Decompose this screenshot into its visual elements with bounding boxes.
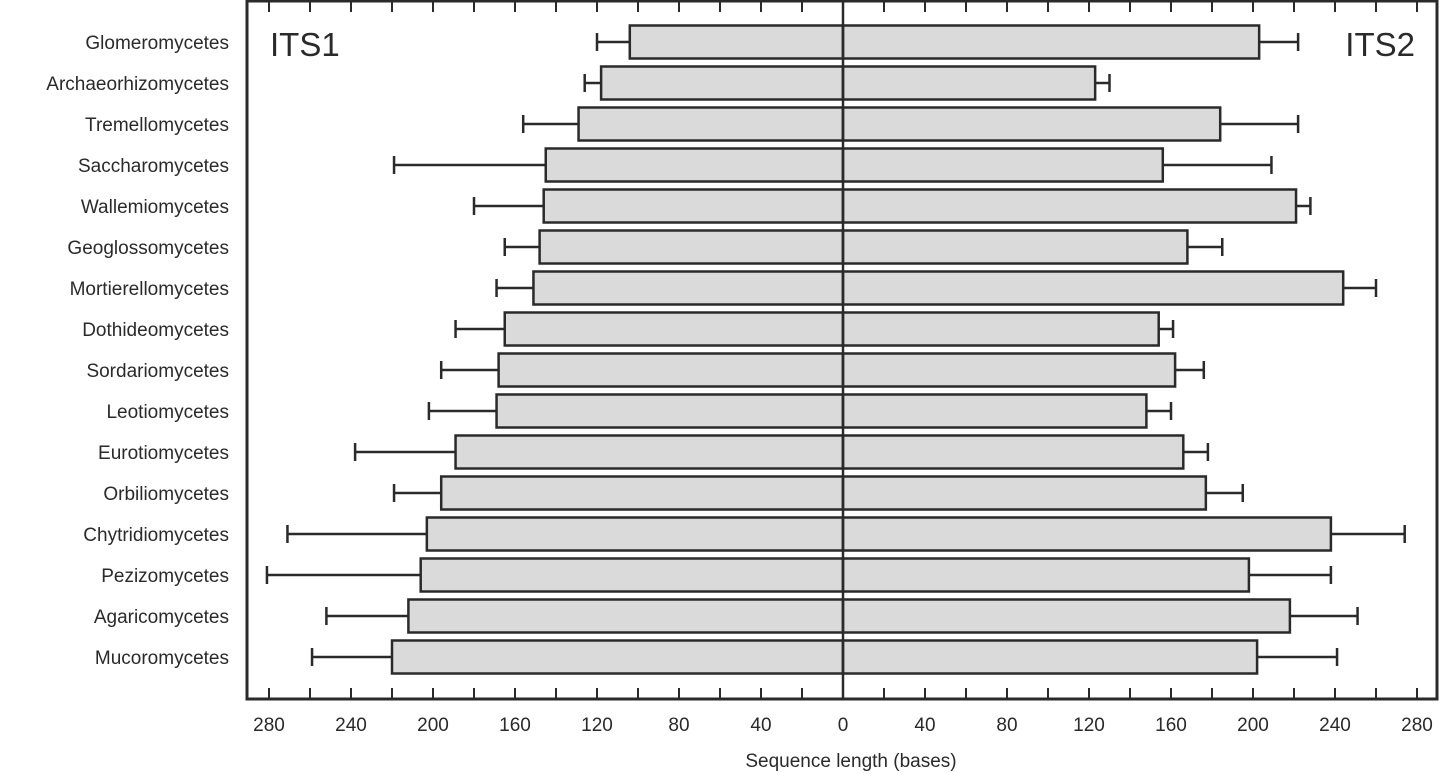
bar-row — [325, 598, 1359, 634]
category-label: Orbiliomycetes — [103, 484, 229, 505]
x-tick-label: 0 — [838, 715, 849, 736]
its1-bar — [425, 516, 845, 552]
its2-bar — [841, 65, 1097, 101]
bar-row — [265, 557, 1333, 593]
bar-row — [439, 352, 1206, 388]
x-tick-label: 280 — [1401, 715, 1433, 736]
category-label: Wallemiomycetes — [81, 197, 229, 218]
category-label: Tremellomycetes — [85, 115, 229, 136]
its1-bar — [532, 270, 845, 306]
x-tick-label: 160 — [1155, 715, 1187, 736]
its2-bar — [841, 475, 1208, 511]
its1-bar — [542, 188, 845, 224]
category-label: Glomeromycetes — [85, 33, 229, 54]
category-label: Archaeorhizomycetes — [46, 74, 229, 95]
its1-bar — [538, 229, 845, 265]
category-labels: Glomeromycetes Archaeorhizomycetes Tremell… — [46, 33, 229, 669]
bar-row — [353, 434, 1210, 470]
its2-bar — [841, 557, 1251, 593]
x-tick-label: 280 — [253, 715, 285, 736]
x-tick-label: 200 — [417, 715, 449, 736]
x-axis-title: Sequence length (bases) — [745, 751, 956, 772]
category-label: Eurotiomycetes — [98, 443, 229, 464]
category-label: Agaricomycetes — [94, 607, 229, 628]
category-label: Pezizomycetes — [101, 566, 229, 587]
its2-bar — [841, 352, 1177, 388]
its2-bar — [841, 516, 1333, 552]
x-tick-label: 80 — [668, 715, 689, 736]
its1-bar — [439, 475, 845, 511]
x-tick-label: 120 — [581, 715, 613, 736]
x-tick-label: 240 — [1319, 715, 1351, 736]
category-label: Chytridiomycetes — [83, 525, 229, 546]
bar-row — [427, 393, 1173, 429]
x-tick-label: 40 — [914, 715, 935, 736]
x-tick-label: 240 — [335, 715, 367, 736]
its2-bar — [841, 311, 1160, 347]
its1-bar — [390, 639, 845, 675]
bar-row — [392, 475, 1244, 511]
its2-bar — [841, 106, 1222, 142]
its2-bar — [841, 270, 1345, 306]
bar-row — [503, 229, 1224, 265]
category-label: Sordariomycetes — [86, 361, 229, 382]
bar-row — [310, 639, 1339, 675]
x-tick-label: 120 — [1073, 715, 1105, 736]
its1-bar — [577, 106, 845, 142]
x-tick-label: 200 — [1237, 715, 1269, 736]
its2-bar — [841, 598, 1292, 634]
bar-row — [454, 311, 1175, 347]
category-label: Mortierellomycetes — [70, 279, 229, 300]
its1-bar — [419, 557, 845, 593]
its2-bar — [841, 147, 1165, 183]
its2-bar — [841, 639, 1259, 675]
category-label: Dothideomycetes — [82, 320, 229, 341]
bar-row — [595, 24, 1300, 60]
category-label: Geoglossomycetes — [67, 238, 229, 259]
category-label: Saccharomycetes — [78, 156, 229, 177]
its1-bar — [495, 393, 845, 429]
bar-row — [495, 270, 1378, 306]
bar-row — [286, 516, 1406, 552]
bar-row — [583, 65, 1111, 101]
x-tick-label: 80 — [996, 715, 1017, 736]
its2-bar — [841, 24, 1261, 60]
its1-bar — [628, 24, 845, 60]
its1-bar — [407, 598, 845, 634]
category-label: Mucoromycetes — [95, 648, 229, 669]
its1-bar — [497, 352, 845, 388]
its1-bar — [544, 147, 845, 183]
its1-bar — [599, 65, 845, 101]
bar-row — [521, 106, 1300, 142]
category-label: Leotiomycetes — [106, 402, 229, 423]
its1-bar — [503, 311, 845, 347]
its1-annotation: ITS1 — [270, 26, 340, 63]
its2-bar — [841, 188, 1298, 224]
its2-bar — [841, 393, 1148, 429]
its2-bar — [841, 434, 1185, 470]
x-tick-label: 40 — [750, 715, 771, 736]
x-tick-label: 160 — [499, 715, 531, 736]
bars — [265, 1, 1406, 699]
its1-bar — [454, 434, 845, 470]
bar-row — [472, 188, 1312, 224]
bar-row — [392, 147, 1273, 183]
its2-annotation: ITS2 — [1345, 26, 1415, 63]
x-axis: 280 240 200 160 120 80 40 0 40 80 120 160 200 240 280 — [253, 1, 1433, 736]
its2-bar — [841, 229, 1189, 265]
